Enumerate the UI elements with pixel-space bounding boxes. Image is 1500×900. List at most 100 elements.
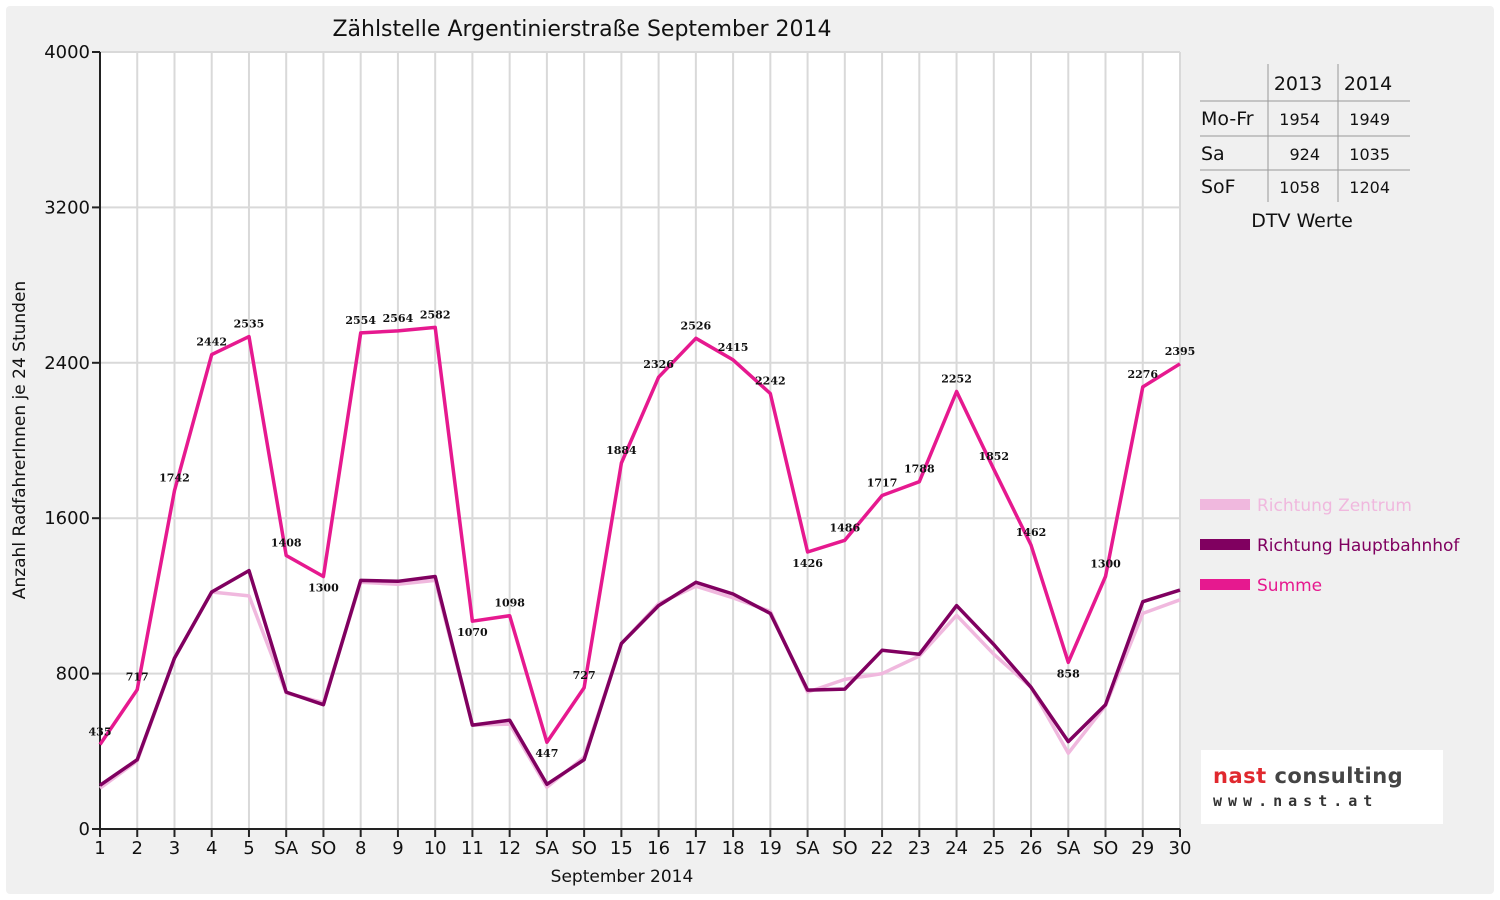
y-tick-label: 0 [79,819,90,840]
data-label: 2442 [196,336,227,349]
x-tick-label: 1 [94,838,105,859]
x-tick-label: SA [796,838,821,859]
x-tick-label: 12 [498,838,521,859]
axes [92,51,1181,837]
y-tick-label: 800 [56,664,90,685]
x-tick-label: 2 [132,838,143,859]
x-tick-label: SA [535,838,560,859]
x-tick-label: 16 [647,838,670,859]
y-tick-label: 1600 [44,508,90,529]
data-label: 1098 [494,597,525,610]
data-label: 1300 [1090,557,1121,570]
data-label: 2242 [755,374,786,387]
x-tick-label: SO [832,838,858,859]
data-label: 1852 [978,450,1009,463]
logo-name-rest: consulting [1266,764,1404,788]
logo-wordmark: nast consulting [1213,764,1403,788]
x-tick-label: 9 [392,838,403,859]
x-tick-label: SO [1093,838,1119,859]
y-tick-label: 4000 [44,42,90,63]
x-tick-label: 8 [355,838,366,859]
table-caption: DTV Werte [1251,210,1353,232]
x-tick-label: 25 [982,838,1005,859]
table-row-label: SoF [1201,176,1236,198]
logo-name-red: nast [1213,764,1267,788]
data-label: 2535 [234,318,265,331]
data-label: 2415 [718,341,749,354]
table-header-2013: 2013 [1274,73,1322,95]
data-label: 2326 [643,358,674,371]
legend-label: Summe [1257,576,1322,596]
data-label: 717 [126,671,149,684]
y-tick-label: 3200 [44,197,90,218]
data-label: 2276 [1127,368,1158,381]
data-label: 1070 [457,626,488,639]
legend-label: Richtung Zentrum [1257,496,1412,516]
x-tick-label: 22 [871,838,894,859]
x-tick-label: 23 [908,838,931,859]
series-lines [98,325,1181,790]
data-label: 1408 [271,536,302,549]
table-cell: 924 [1289,145,1320,164]
x-tick-label: 3 [169,838,180,859]
legend-label: Richtung Hauptbahnhof [1257,536,1460,556]
data-label: 1717 [867,476,898,489]
x-tick-label: 17 [684,838,707,859]
data-label: 435 [89,726,112,739]
table-header-2014: 2014 [1344,73,1392,95]
x-tick-label: 26 [1020,838,1043,859]
gridlines [100,51,1181,829]
data-label: 1300 [308,581,339,594]
data-label: 858 [1057,667,1080,680]
table-cell: 1949 [1349,110,1390,129]
x-tick-label: SA [274,838,299,859]
x-tick-label: 5 [243,838,254,859]
x-tick-label: SO [571,838,597,859]
x-tick-label: 30 [1169,838,1192,859]
table-cell: 1204 [1349,178,1390,197]
data-label: 1462 [1016,526,1047,539]
data-label: 447 [535,747,558,760]
x-tick-label: 11 [461,838,484,859]
series-line-richtung-hauptbahnhof [99,568,1181,787]
data-labels: 435 717 1742 2442 2535 1408 1300 2554 2564 2582 10… [89,308,1196,760]
x-tick-label: SO [311,838,337,859]
table-row-label: Mo-Fr [1201,108,1254,130]
data-label: 2582 [420,308,451,321]
legend-swatch [1200,539,1250,550]
table-cell: 1954 [1279,110,1320,129]
plot-area [100,52,1180,829]
x-tick-label: 29 [1131,838,1154,859]
x-tick-label: 4 [206,838,217,859]
legend-swatch [1200,579,1250,590]
table-cell: 1058 [1279,178,1320,197]
data-label: 2252 [941,373,972,386]
x-tick-label: 19 [759,838,782,859]
chart-title: Zählstelle Argentinierstraße September 2… [332,17,831,42]
x-axis-label: September 2014 [551,867,694,887]
x-tick-label: 18 [722,838,745,859]
y-tick-label: 2400 [44,353,90,374]
legend: Richtung Zentrum Richtung Hauptbahnhof Sum… [1200,496,1460,596]
legend-swatch [1200,499,1250,510]
data-label: 2395 [1165,345,1196,358]
dtv-table: 2013 2014 Mo-Fr 1954 1949 Sa 924 1035 So… [1200,64,1410,232]
series-line-summe [98,325,1181,746]
table-cell: 1035 [1349,145,1390,164]
x-tick-label: 24 [945,838,968,859]
data-label: 1742 [159,472,190,485]
data-label: 1788 [904,463,935,476]
table-row-label: Sa [1201,143,1225,165]
data-label: 1486 [830,521,861,534]
data-label: 2526 [681,319,712,332]
data-label: 1884 [606,444,637,457]
data-label: 727 [573,669,596,682]
company-logo: nast consulting www.nast.at [1201,750,1443,824]
x-tick-label: 10 [424,838,447,859]
data-label: 1426 [792,557,823,570]
data-label: 2564 [383,312,414,325]
logo-url: www.nast.at [1213,792,1379,810]
data-label: 2554 [345,314,376,327]
